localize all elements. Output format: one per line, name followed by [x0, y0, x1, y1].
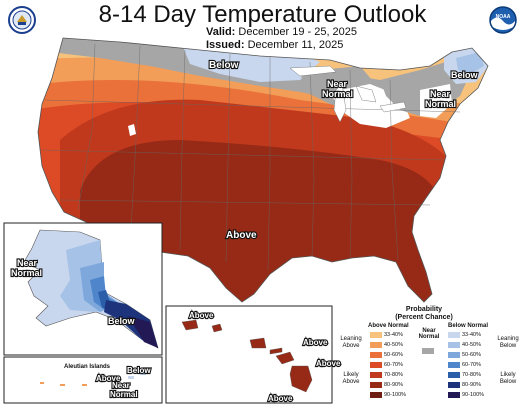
hawaii-islands [181, 319, 313, 393]
legend-below-label: 80-90% [462, 382, 481, 388]
legend-below-swatch [448, 372, 460, 378]
legend-below-swatch [448, 332, 460, 338]
label-ak-below: Below [108, 316, 136, 326]
label-hi-above-3: Above [316, 359, 341, 368]
legend-below-swatch [448, 362, 460, 368]
label-aleutian-near-2: Normal [110, 390, 138, 399]
legend-likely-below: Likely Below [494, 372, 522, 386]
legend-above-swatch [370, 362, 382, 368]
legend-below-swatch [448, 382, 460, 388]
legend-above-header: Above Normal [368, 323, 409, 329]
legend-below-label: 33-40% [462, 332, 481, 338]
label-aleutian-near-1: Near [112, 381, 130, 390]
legend-above-label: 33-40% [384, 332, 403, 338]
legend-leaning-below: Leaning Below [494, 336, 522, 350]
legend-leaning-below-2: Below [499, 343, 517, 349]
aleutian-inset [3, 356, 163, 404]
state-lines [41, 43, 461, 271]
label-near-greatlakes-1: Near [327, 79, 348, 89]
label-aleutian-below: Below [127, 366, 151, 375]
legend-near-swatch [422, 348, 434, 354]
legend-above-swatch [370, 342, 382, 348]
legend-above-swatch [370, 372, 382, 378]
label-aleutian-above: Above [96, 374, 121, 383]
legend-title: Probability (Percent Chance) [374, 306, 474, 322]
issued-label: Issued: [206, 39, 245, 51]
aleutian-islands [40, 372, 146, 386]
legend-leaning-below-1: Leaning [497, 336, 519, 342]
label-ak-near-2: Normal [11, 268, 42, 278]
noaa-logo-text: NOAA [496, 14, 511, 20]
legend-below-label: 50-60% [462, 352, 481, 358]
legend-above-swatch [370, 382, 382, 388]
legend-title-1: Probability [405, 306, 443, 313]
legend-below-label: 60-70% [462, 362, 481, 368]
label-hi-above-4: Above [268, 394, 293, 403]
legend-below-swatch [448, 392, 460, 398]
alaska-map [23, 229, 159, 349]
label-hi-above-1: Above [189, 311, 214, 320]
legend-near-header-2: Normal [418, 334, 440, 340]
legend-below-label: 70-80% [462, 372, 481, 378]
legend-leaning-above: Leaning Above [338, 336, 364, 350]
legend-above-swatch [370, 332, 382, 338]
legend-likely-above-2: Above [342, 379, 360, 385]
great-lakes [289, 65, 407, 123]
salt-lake [128, 124, 136, 136]
legend-likely-below-2: Below [499, 379, 517, 385]
legend-below-label: 90-100% [462, 392, 485, 398]
date-block: Valid: December 19 - 25, 2025 Issued: De… [206, 26, 357, 52]
page-title: 8-14 Day Temperature Outlook [98, 1, 427, 28]
legend-above-label: 80-90% [384, 382, 403, 388]
probability-legend: Probability (Percent Chance) Above Norma… [336, 306, 525, 405]
legend-above-swatch [370, 352, 382, 358]
legend-near-header: Near Normal [418, 328, 440, 340]
valid-label: Valid: [206, 26, 236, 38]
label-above-main: Above [226, 230, 257, 241]
legend-below-header: Below Normal [448, 323, 489, 329]
legend-likely-above: Likely Above [338, 372, 364, 386]
label-aleutian-title: Aleutian Islands [64, 364, 111, 370]
label-below-north: Below [209, 60, 239, 71]
label-near-ne-1: Near [430, 89, 451, 99]
label-near-greatlakes-2: Normal [322, 89, 353, 99]
legend-below-swatch [448, 352, 460, 358]
legend-below-swatch [448, 342, 460, 348]
legend-above-label: 70-80% [384, 372, 403, 378]
issued-value: December 11, 2025 [247, 39, 344, 51]
legend-title-2: (Percent Chance) [395, 314, 453, 321]
legend-below-label: 40-50% [462, 342, 481, 348]
doc-seal-icon [8, 6, 36, 34]
legend-above-label: 60-70% [384, 362, 403, 368]
label-ak-near-1: Near [17, 258, 38, 268]
label-hi-above-2: Above [303, 338, 328, 347]
label-near-ne-2: Normal [425, 99, 456, 109]
valid-value: December 19 - 25, 2025 [238, 26, 358, 38]
legend-leaning-above-2: Above [342, 343, 360, 349]
legend-above-label: 40-50% [384, 342, 403, 348]
legend-above-label: 50-60% [384, 352, 403, 358]
legend-above-swatch [370, 392, 382, 398]
noaa-logo-icon: NOAA [489, 6, 517, 34]
legend-likely-above-1: Likely [343, 372, 359, 378]
legend-likely-below-1: Likely [500, 372, 516, 378]
label-below-maine: Below [451, 70, 479, 80]
legend-leaning-above-1: Leaning [340, 336, 362, 342]
legend-near-header-1: Near [422, 328, 436, 334]
legend-above-label: 90-100% [384, 392, 407, 398]
